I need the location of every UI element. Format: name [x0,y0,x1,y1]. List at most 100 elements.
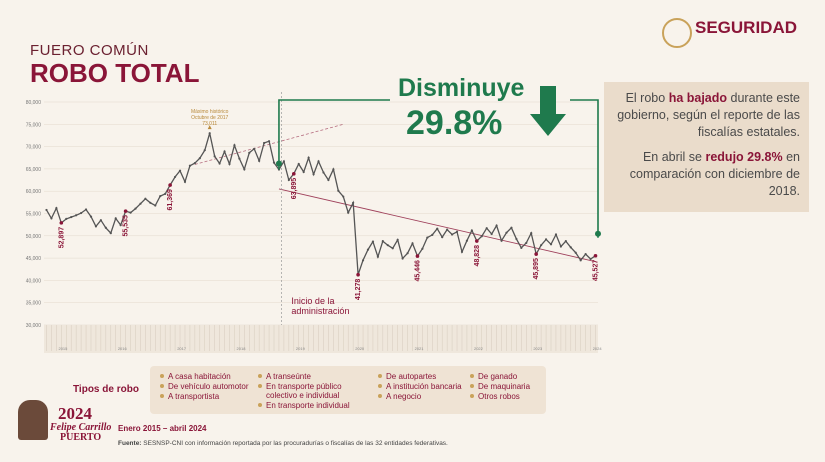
callout-value: 29.8% [406,104,503,142]
point [401,257,404,260]
y-tick-label: 60,000 [26,189,42,195]
point [436,227,439,230]
point [129,211,132,214]
point [485,227,488,230]
legend-item: A transportista [160,392,250,401]
point [415,254,420,258]
point [396,238,399,241]
point [446,228,449,231]
point [564,240,567,243]
y-tick-label: 30,000 [26,323,42,329]
point [70,215,73,219]
point [45,208,48,212]
legend-title: Tipos de robo [73,384,139,395]
point [173,175,177,179]
y-tick-label: 70,000 [26,145,42,151]
point [589,257,592,261]
summary-p1: El robo ha bajado durante este gobierno,… [610,90,800,141]
value-label: 45,527 [593,260,600,282]
point [411,242,414,245]
point [540,244,543,247]
logo-emblem [662,18,692,48]
point [50,217,53,220]
point [238,157,241,160]
point [65,217,68,220]
summary-box [604,82,809,212]
point [515,237,518,241]
point [495,224,498,227]
point [386,244,389,247]
legend-item: En transporte público colectivo e indivi… [258,382,370,400]
point [490,232,493,236]
point [263,141,266,145]
point [75,214,78,217]
legend-column: A transeúnte En transporte público colect… [258,372,370,411]
summary-text: El robo ha bajado durante este gobierno,… [610,90,800,200]
point [549,243,553,246]
legend-item: A transeúnte [258,372,370,381]
point [134,207,137,210]
point [579,259,582,262]
point [154,204,157,207]
point [59,221,64,225]
x-tick-label: 2024 [593,346,603,351]
legend-item: En transporte individual [258,401,370,410]
point [381,240,384,243]
value-label: 52,897 [58,227,65,249]
text: En abril se [642,150,706,164]
point [272,161,276,164]
text: El robo [625,91,669,105]
point [267,140,271,143]
point [505,231,508,234]
x-tick-label: 2019 [296,346,306,351]
y-tick-label: 50,000 [26,234,42,240]
point [480,235,483,238]
point [450,233,454,236]
point [366,248,370,251]
point [114,217,117,220]
x-tick-label: 2017 [177,346,187,351]
down-arrow [530,86,566,136]
point [470,229,473,232]
point [554,233,558,236]
value-label: 63,895 [291,178,298,200]
point [218,162,221,165]
y-tick-label: 35,000 [26,301,42,307]
point [109,232,112,235]
value-label: 45,895 [533,258,540,280]
point [530,232,533,235]
x-axis-strip [44,325,598,353]
emphasis: ha bajado [668,91,728,105]
point [317,160,320,163]
text: en comparación con diciembre de 2018. [629,150,800,198]
point [149,201,152,204]
point [193,162,196,165]
y-tick-label: 65,000 [26,167,42,173]
point [441,236,444,239]
legend-item: A negocio [378,392,464,401]
point [406,252,409,255]
peak-note: Octubre de 2017 [191,115,228,121]
brand: SEGURIDAD [695,18,798,37]
point [312,173,315,176]
point [291,172,296,176]
x-tick-label: 2022 [474,346,484,351]
point [282,160,286,163]
callout-connector [278,99,599,238]
x-tick-label: 2021 [415,346,425,351]
logo-portrait [18,400,48,440]
kicker: FUERO COMÚN [30,42,149,59]
point [352,201,355,204]
legend-column: De ganado De maquinaria Otros robos [470,372,540,402]
peak-arrow [207,125,212,130]
point [500,239,503,242]
point [569,246,572,249]
trend-up [194,123,344,165]
point [123,209,128,213]
point [203,149,206,152]
point [144,197,147,200]
legend-box [150,366,546,414]
point [534,252,538,256]
value-label: 48,828 [474,245,481,267]
